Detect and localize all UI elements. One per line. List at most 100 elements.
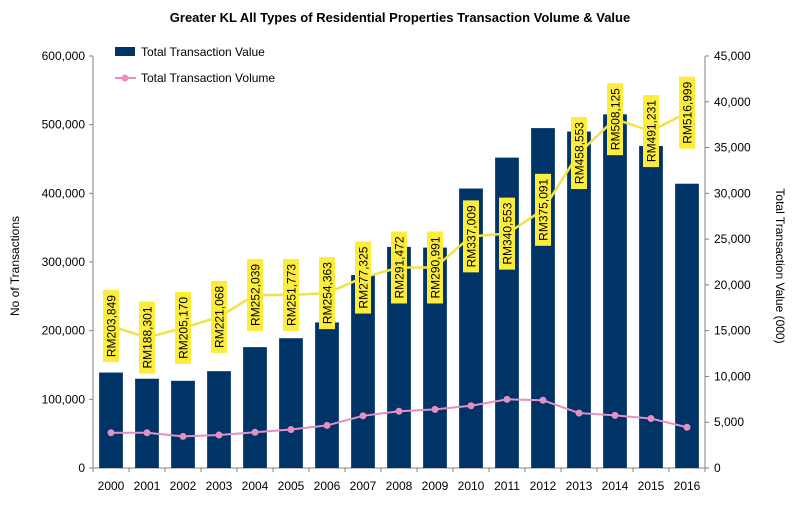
x-tick-label: 2014 xyxy=(602,479,629,493)
legend-line-marker xyxy=(121,74,129,82)
x-tick-label: 2013 xyxy=(566,479,593,493)
y2-tick-label: 35,000 xyxy=(714,141,751,155)
y2-tick-label: 45,000 xyxy=(714,49,751,63)
price-label-box xyxy=(175,291,191,364)
price-label-box xyxy=(355,241,371,314)
price-label-text: RM491,231 xyxy=(645,100,659,162)
price-label-box xyxy=(535,173,551,246)
x-tick-label: 2011 xyxy=(494,479,520,493)
price-label-2007: RM277,325 xyxy=(355,241,371,314)
legend-bar-label: Total Transaction Value xyxy=(141,45,265,59)
volume-point-2014 xyxy=(611,411,619,419)
price-label-box xyxy=(607,83,623,156)
x-tick-label: 2016 xyxy=(674,479,701,493)
x-tick-label: 2010 xyxy=(458,479,485,493)
x-tick-label: 2008 xyxy=(386,479,413,493)
volume-point-2011 xyxy=(503,395,511,403)
y-tick-label: 400,000 xyxy=(42,186,86,200)
price-label-text: RM205,170 xyxy=(177,297,191,359)
y2-tick-label: 5,000 xyxy=(714,415,744,429)
x-tick-label: 2004 xyxy=(242,479,269,493)
x-tick-label: 2005 xyxy=(278,479,305,493)
price-label-box xyxy=(211,280,227,353)
price-label-2001: RM188,301 xyxy=(139,301,155,374)
volume-point-2003 xyxy=(215,431,223,439)
chart-title: Greater KL All Types of Residential Prop… xyxy=(170,10,630,25)
price-label-2014: RM508,125 xyxy=(607,83,623,156)
price-label-2008: RM291,472 xyxy=(391,231,407,304)
price-label-box xyxy=(103,290,119,363)
x-tick-label: 2000 xyxy=(98,479,125,493)
x-tick-label: 2003 xyxy=(206,479,233,493)
price-label-box xyxy=(319,257,335,330)
price-label-text: RM203,849 xyxy=(105,295,119,357)
chart-marks: 0 100,000 200,000 300,000 400,000 500,000 600,… xyxy=(42,49,751,493)
price-label-text: RM516,999 xyxy=(681,81,695,143)
price-label-box xyxy=(571,117,587,190)
price-label-2015: RM491,231 xyxy=(643,95,659,168)
x-tick-label: 2012 xyxy=(530,479,557,493)
volume-point-2009 xyxy=(431,405,439,413)
price-label-box xyxy=(283,258,299,331)
legend: Total Transaction Value Total Transactio… xyxy=(115,45,275,85)
bar-2014 xyxy=(603,114,627,468)
volume-point-2008 xyxy=(395,407,403,415)
volume-point-2015 xyxy=(647,415,655,423)
bar-2001 xyxy=(135,378,159,468)
bar-2016 xyxy=(675,183,699,468)
y-tick-label: 500,000 xyxy=(42,118,86,132)
price-label-text: RM221,068 xyxy=(213,286,227,348)
price-label-text: RM508,125 xyxy=(609,88,623,150)
bar-2000 xyxy=(99,372,123,468)
volume-point-2007 xyxy=(359,412,367,420)
price-label-2005: RM251,773 xyxy=(283,258,299,331)
price-label-text: RM277,325 xyxy=(357,246,371,308)
price-label-box xyxy=(463,200,479,273)
bar-2015 xyxy=(639,145,663,468)
price-label-text: RM188,301 xyxy=(141,306,155,368)
x-tick-label: 2007 xyxy=(350,479,377,493)
y2-tick-label: 40,000 xyxy=(714,95,751,109)
price-label-box xyxy=(499,197,515,270)
price-label-text: RM337,009 xyxy=(465,205,479,267)
price-label-text: RM251,773 xyxy=(285,264,299,326)
y2-tick-label: 10,000 xyxy=(714,369,751,383)
x-tick-label: 2006 xyxy=(314,479,341,493)
x-tick-label: 2009 xyxy=(422,479,449,493)
volume-point-2012 xyxy=(539,396,547,404)
y2-tick-label: 25,000 xyxy=(714,232,751,246)
legend-bar-swatch xyxy=(115,47,135,56)
price-label-2006: RM254,363 xyxy=(319,257,335,330)
y-tick-label: 300,000 xyxy=(42,255,86,269)
volume-point-2000 xyxy=(107,429,115,437)
price-label-2004: RM252,039 xyxy=(247,258,263,331)
bar-2004 xyxy=(243,347,267,468)
x-tick-label: 2001 xyxy=(134,479,161,493)
price-label-box xyxy=(247,258,263,331)
price-label-text: RM291,472 xyxy=(393,236,407,298)
price-label-2009: RM290,991 xyxy=(427,231,443,304)
price-label-2013: RM458,553 xyxy=(571,117,587,190)
price-label-text: RM290,991 xyxy=(429,236,443,298)
bar-2006 xyxy=(315,322,339,468)
price-label-2012: RM375,091 xyxy=(535,173,551,246)
bar-2003 xyxy=(207,371,231,468)
volume-point-2001 xyxy=(143,429,151,437)
price-label-text: RM340,553 xyxy=(501,202,515,264)
price-label-box xyxy=(679,76,695,149)
price-label-text: RM252,039 xyxy=(249,264,263,326)
volume-point-2013 xyxy=(575,409,583,417)
price-label-2011: RM340,553 xyxy=(499,197,515,270)
y-axis-label: No of Transactions xyxy=(8,216,22,316)
y2-tick-label: 0 xyxy=(714,461,721,475)
price-label-text: RM458,553 xyxy=(573,122,587,184)
bar-2002 xyxy=(171,380,195,468)
price-label-2000: RM203,849 xyxy=(103,290,119,363)
y-tick-label: 600,000 xyxy=(42,49,86,63)
volume-point-2006 xyxy=(323,421,331,429)
volume-point-2010 xyxy=(467,402,475,410)
bar-2007 xyxy=(351,275,375,468)
volume-point-2004 xyxy=(251,428,259,436)
price-label-box xyxy=(427,231,443,304)
